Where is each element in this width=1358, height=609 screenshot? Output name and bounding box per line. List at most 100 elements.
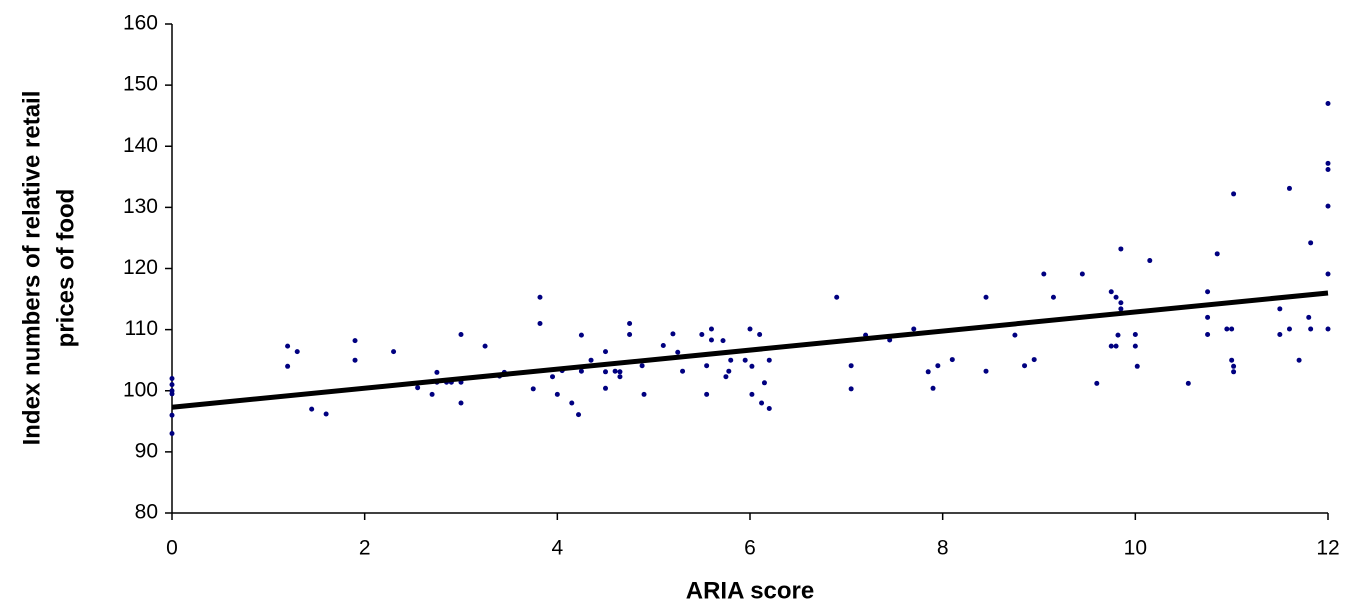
- point: [925, 369, 931, 375]
- point: [1012, 332, 1018, 338]
- point: [1094, 380, 1100, 386]
- point: [935, 363, 941, 369]
- y-tick-label: 110: [125, 317, 158, 340]
- point: [578, 332, 584, 338]
- point: [1231, 369, 1237, 375]
- point: [704, 363, 710, 369]
- trend-line: [171, 290, 1329, 410]
- point: [1277, 332, 1283, 338]
- point: [429, 391, 435, 397]
- point: [699, 332, 705, 338]
- point: [1205, 314, 1211, 320]
- point: [848, 386, 854, 392]
- y-tick-label: 140: [123, 134, 158, 157]
- point: [911, 326, 917, 332]
- point: [749, 391, 755, 397]
- point: [612, 368, 618, 374]
- point: [169, 431, 175, 437]
- point: [482, 343, 488, 349]
- point: [530, 386, 536, 392]
- point: [617, 369, 623, 375]
- point: [1132, 332, 1138, 338]
- point: [169, 376, 175, 382]
- y-tick-label: 130: [123, 195, 158, 218]
- point: [415, 385, 421, 391]
- y-tick-label: 160: [123, 12, 158, 35]
- point: [352, 357, 358, 363]
- point: [550, 374, 556, 380]
- point: [1306, 314, 1312, 320]
- point: [766, 405, 772, 411]
- point: [458, 332, 464, 338]
- point: [1286, 185, 1292, 191]
- point: [660, 343, 666, 349]
- y-tick-label: 120: [123, 256, 158, 279]
- point: [1113, 343, 1119, 349]
- y-tick-label: 100: [123, 378, 158, 401]
- point: [603, 369, 608, 375]
- point: [294, 349, 300, 355]
- point: [1224, 326, 1230, 332]
- point: [1325, 166, 1331, 172]
- point: [742, 357, 748, 363]
- point: [1108, 343, 1114, 349]
- point: [766, 357, 772, 363]
- point: [1325, 326, 1331, 332]
- point: [458, 400, 464, 406]
- point: [723, 374, 729, 380]
- point: [1325, 160, 1331, 166]
- point: [1286, 326, 1292, 332]
- point: [1050, 294, 1056, 300]
- point: [747, 326, 753, 332]
- point: [569, 400, 575, 406]
- point: [1325, 271, 1331, 277]
- point: [1147, 258, 1153, 264]
- point: [434, 369, 440, 375]
- point: [680, 368, 686, 374]
- y-tick-label: 90: [135, 439, 158, 462]
- point: [1231, 191, 1237, 197]
- x-tick-label: 2: [359, 537, 371, 560]
- point: [537, 321, 543, 327]
- point: [169, 382, 175, 388]
- point: [848, 363, 854, 369]
- y-axis-title: Index numbers of relative retail prices …: [18, 91, 79, 446]
- y-tick-label: 150: [123, 73, 158, 96]
- point: [720, 338, 726, 344]
- point: [1296, 357, 1302, 363]
- point: [759, 400, 765, 406]
- x-tick-label: 12: [1316, 537, 1339, 560]
- point: [576, 412, 582, 418]
- point: [1134, 363, 1140, 369]
- point: [617, 374, 623, 380]
- point: [1118, 246, 1124, 252]
- point: [309, 406, 315, 412]
- point: [537, 294, 543, 300]
- point: [704, 391, 710, 397]
- point: [708, 337, 714, 343]
- point: [1308, 326, 1314, 332]
- x-tick-label: 0: [166, 537, 178, 560]
- point: [285, 343, 291, 349]
- point: [1118, 306, 1124, 312]
- point: [757, 332, 763, 338]
- point: [1185, 380, 1191, 386]
- point: [728, 357, 734, 363]
- point: [1229, 357, 1235, 363]
- point: [169, 412, 175, 418]
- point: [726, 368, 732, 374]
- x-tick-label: 8: [937, 537, 949, 560]
- point: [554, 391, 560, 397]
- point: [1118, 300, 1124, 306]
- point: [670, 331, 676, 337]
- x-axis-title: ARIA score: [686, 577, 814, 604]
- point: [761, 380, 767, 386]
- x-tick-label: 4: [551, 537, 563, 560]
- point: [323, 411, 329, 417]
- point: [1132, 343, 1138, 349]
- y-axis-title-line: Index numbers of relative retail: [18, 91, 45, 446]
- point: [1108, 289, 1114, 295]
- point: [749, 363, 755, 369]
